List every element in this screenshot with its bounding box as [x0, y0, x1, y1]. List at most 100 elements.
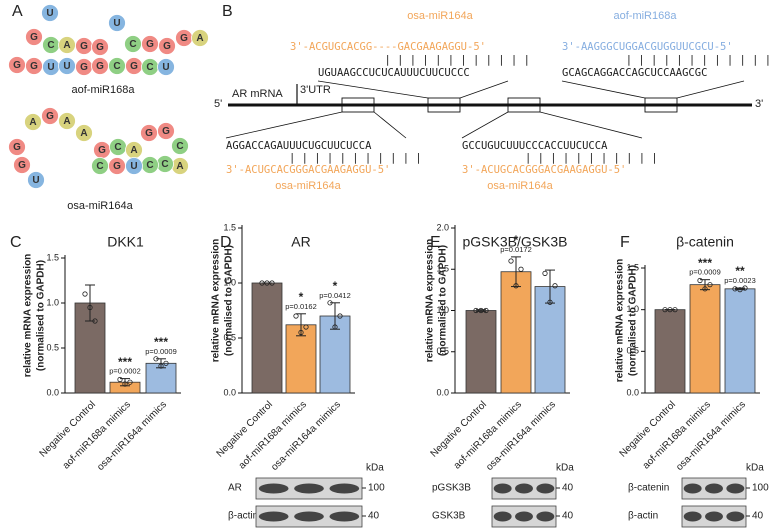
- y-tick-label: 0.5: [46, 342, 59, 352]
- significance: **: [735, 264, 745, 278]
- data-point: [518, 266, 524, 272]
- five-prime: 5': [214, 98, 222, 110]
- connector: [461, 111, 509, 139]
- target-sequence: AGGACCAGAUUUCUGCUUCUCCA: [226, 140, 372, 152]
- chart-title: DKK1: [107, 234, 144, 250]
- base-circle: [41, 107, 59, 125]
- data-point: [547, 299, 553, 305]
- marker-size: 100: [752, 483, 769, 494]
- data-point: [122, 381, 128, 387]
- data-point: [662, 307, 668, 313]
- y-tick-label: 0.0: [223, 387, 236, 397]
- connector: [225, 111, 343, 139]
- base-letter: G: [162, 126, 170, 137]
- x-tick-label: aof-miR168a mimics: [641, 399, 713, 471]
- target-sequence: GCAGCAGGACCAGCUCCAAGCGC: [562, 67, 707, 79]
- p-value: p=0.0023: [724, 276, 756, 285]
- p-value: p=0.0009: [689, 268, 721, 277]
- blot-label: pGSK3B: [432, 483, 471, 494]
- base-letter: U: [162, 62, 169, 73]
- mirna-sequence: 3'-ACGUGCACGG----GACGAAGAGGU-5': [290, 41, 486, 53]
- significance: *: [514, 233, 519, 247]
- bar: [465, 310, 497, 394]
- site-box: [644, 97, 678, 113]
- data-point: [508, 258, 514, 264]
- blot-band: [493, 511, 512, 522]
- blot-label: AR: [228, 483, 242, 494]
- base-circle: [24, 113, 42, 131]
- panel-letter: F: [620, 234, 630, 251]
- y-tick-label: 0.5: [626, 346, 639, 356]
- data-point: [552, 283, 558, 289]
- base-letter: A: [63, 116, 70, 127]
- base-circle: [191, 29, 209, 47]
- mirna-sequence: 3'-ACUGCACGGGACGAAGAGGU-5': [462, 164, 626, 176]
- base-pairs: | | | | | | | | | | |: [289, 152, 422, 164]
- blot-band: [294, 511, 324, 522]
- data-point: [478, 307, 484, 314]
- y-tick-label: 2.0: [436, 222, 449, 232]
- mirna-sequence: 3'-ACUGCACGGGACGAAGAGGU-5': [226, 164, 390, 176]
- blot-band: [515, 483, 533, 494]
- blot-label: β-actin: [228, 511, 258, 522]
- blot-band: [726, 483, 745, 494]
- base-letter: G: [96, 61, 104, 72]
- three-prime: 3': [755, 98, 763, 110]
- data-point: [742, 285, 748, 291]
- base-circle: [91, 38, 109, 56]
- y-tick-label: 1.0: [436, 305, 449, 315]
- marker-size: 40: [752, 511, 764, 522]
- y-axis-label: relative mRNA expression: [211, 239, 222, 363]
- y-axis-label: (normalised to GAPDH): [438, 245, 449, 356]
- x-tick-label: osa-miR164a mimics: [484, 399, 558, 473]
- base-letter: C: [47, 40, 54, 51]
- data-point: [303, 324, 309, 330]
- data-point: [667, 307, 673, 313]
- blot-label: β-catenin: [628, 483, 669, 494]
- panel-letter: C: [10, 234, 22, 251]
- connector: [676, 80, 745, 99]
- base-circle: [108, 14, 126, 32]
- y-tick-label: 1.5: [223, 222, 236, 232]
- x-tick-label: osa-miR164a mimics: [95, 399, 169, 473]
- chart-title: pGSK3B/GSK3B: [462, 234, 567, 250]
- p-value: p=0.0002: [109, 367, 141, 376]
- mirna-name: aof-miR168a: [614, 10, 678, 22]
- blot-band: [683, 483, 702, 494]
- base-circle: [75, 124, 93, 142]
- bar: [654, 309, 686, 394]
- base-letter: U: [113, 18, 120, 29]
- bar: [689, 284, 721, 394]
- y-tick-label: 0.0: [626, 387, 639, 397]
- data-point: [513, 283, 519, 289]
- base-letter: G: [98, 145, 106, 156]
- bar: [724, 288, 756, 394]
- p-value: p=0.0412: [319, 291, 351, 300]
- y-tick-label: 0.5: [223, 332, 236, 342]
- base-letter: U: [63, 61, 70, 72]
- base-circle: [91, 157, 109, 175]
- structure-name: osa-miR164a: [67, 200, 133, 212]
- data-point: [158, 363, 164, 369]
- site-box: [507, 97, 541, 113]
- base-circle: [13, 156, 31, 174]
- y-axis-label: (normalised to GAPDH): [628, 265, 639, 376]
- base-letter: U: [32, 175, 39, 186]
- connector: [459, 80, 509, 99]
- data-point: [737, 287, 743, 293]
- y-tick-label: 1.0: [223, 277, 236, 287]
- blot-label: GSK3B: [432, 511, 466, 522]
- bar: [500, 271, 532, 394]
- utr-label: 3'UTR: [300, 84, 331, 96]
- x-tick-label: aof-miR168a mimics: [61, 399, 133, 471]
- y-tick-label: 0.5: [436, 346, 449, 356]
- y-axis-label: relative mRNA expression: [23, 254, 34, 378]
- blot-band: [329, 483, 360, 494]
- data-point: [483, 307, 489, 314]
- marker-size: 40: [368, 511, 380, 522]
- data-point: [732, 286, 738, 292]
- mirna-name: osa-miR164a: [275, 180, 341, 192]
- data-point: [92, 318, 98, 324]
- base-circle: [58, 112, 76, 130]
